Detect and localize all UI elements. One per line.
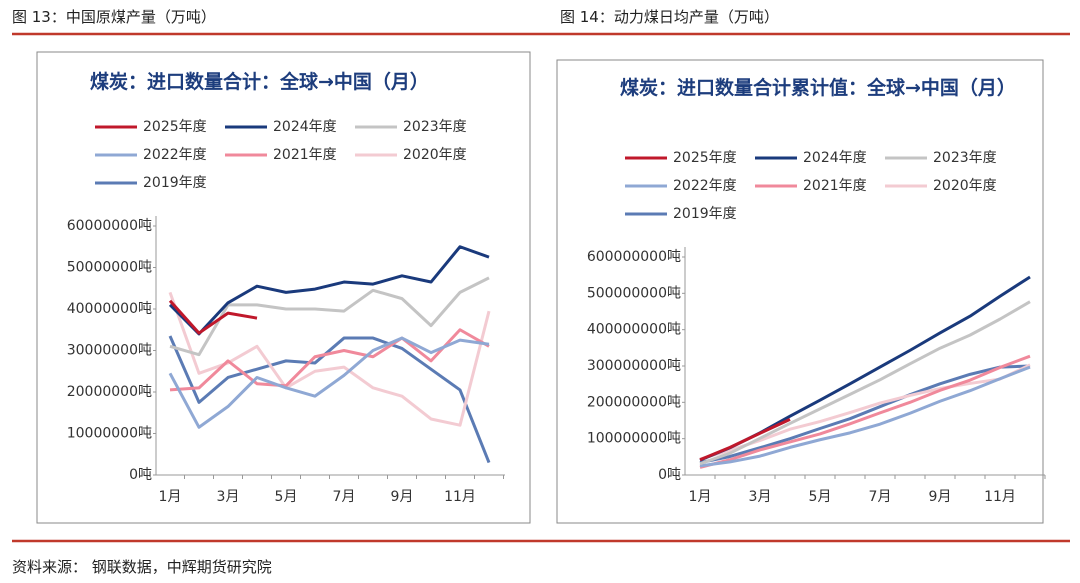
- y-tick-label: 0吨: [129, 467, 152, 483]
- y-tick-label: 100000000吨: [587, 431, 681, 447]
- legend-label: 2024年度: [803, 150, 867, 166]
- series-line: [169, 276, 490, 357]
- x-tick-label: 5月: [809, 489, 832, 505]
- x-tick-label: 7月: [869, 489, 892, 505]
- x-tick-label: 3月: [217, 489, 240, 505]
- x-tick-label: 11月: [984, 489, 1016, 505]
- series-line: [168, 335, 491, 464]
- x-tick-label: 11月: [444, 489, 476, 505]
- legend-label: 2024年度: [273, 119, 337, 135]
- chart-title: 煤炭：进口数量合计：全球→中国（月）: [90, 71, 429, 93]
- series-line: [699, 365, 1031, 468]
- x-tick-label: 1月: [159, 489, 182, 505]
- series-line: [699, 418, 791, 462]
- y-tick-label: 30000000吨: [67, 343, 152, 359]
- legend-label: 2025年度: [673, 150, 737, 166]
- y-tick-label: 50000000吨: [67, 260, 152, 276]
- x-tick-label: 1月: [689, 489, 712, 505]
- y-tick-label: 40000000吨: [67, 301, 152, 317]
- legend-label: 2019年度: [673, 206, 737, 222]
- series-line: [699, 275, 1031, 462]
- y-tick-label: 10000000吨: [67, 426, 152, 442]
- x-tick-label: 7月: [333, 489, 356, 505]
- x-tick-label: 3月: [749, 489, 772, 505]
- x-tick-label: 9月: [929, 489, 952, 505]
- legend-label: 2019年度: [143, 175, 207, 191]
- legend-label: 2025年度: [143, 119, 207, 135]
- series-line: [169, 328, 490, 392]
- y-tick-label: 200000000吨: [587, 394, 681, 410]
- source-note: 资料来源： 钢联数据，中辉期货研究院: [12, 558, 272, 576]
- chart-title: 煤炭：进口数量合计累计值：全球→中国（月）: [620, 77, 1016, 99]
- chart-frame: [556, 59, 1044, 524]
- legend-label: 2023年度: [403, 119, 467, 135]
- y-tick-label: 20000000吨: [67, 384, 152, 400]
- chart-frame: [36, 51, 531, 524]
- series-line: [168, 245, 490, 336]
- legend-label: 2021年度: [273, 147, 337, 163]
- x-tick-label: 5月: [275, 489, 298, 505]
- series-line: [699, 364, 1031, 465]
- series-line: [699, 300, 1031, 466]
- legend-label: 2022年度: [673, 178, 737, 194]
- series-line: [168, 299, 258, 335]
- y-tick-label: 300000000吨: [587, 358, 681, 374]
- legend-label: 2022年度: [143, 147, 207, 163]
- figure-caption: 图 14：动力煤日均产量（万吨）: [560, 8, 779, 26]
- y-tick-label: 600000000吨: [587, 249, 681, 265]
- y-tick-label: 60000000吨: [67, 218, 152, 234]
- y-tick-label: 400000000吨: [587, 322, 681, 338]
- series-line: [168, 336, 490, 429]
- legend-label: 2020年度: [403, 147, 467, 163]
- legend-label: 2023年度: [933, 150, 997, 166]
- series-line: [699, 354, 1031, 469]
- legend-label: 2021年度: [803, 178, 867, 194]
- y-tick-label: 0吨: [658, 467, 681, 483]
- y-tick-label: 500000000吨: [587, 285, 681, 301]
- x-tick-label: 9月: [391, 489, 414, 505]
- figure-caption: 图 13：中国原煤产量（万吨）: [12, 8, 216, 26]
- legend-label: 2020年度: [933, 178, 997, 194]
